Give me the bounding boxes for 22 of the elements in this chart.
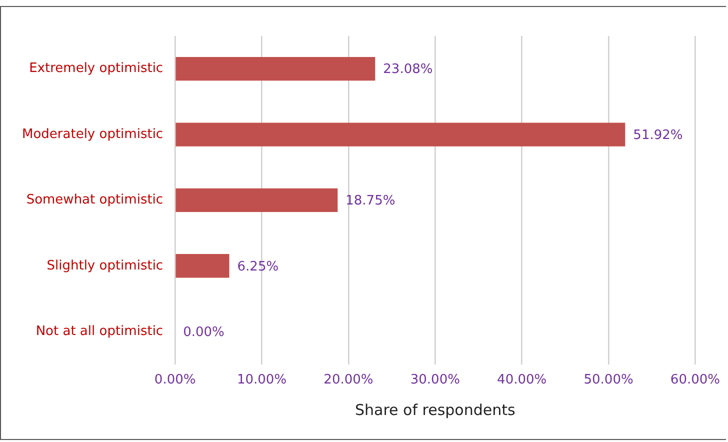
- y-tick-label: Extremely optimistic: [29, 61, 164, 76]
- y-tick-label: Not at all optimistic: [36, 324, 164, 339]
- x-tick-label: 40.00%: [497, 372, 547, 388]
- bar: [176, 122, 626, 146]
- bar: [176, 57, 376, 81]
- data-label: 18.75%: [346, 194, 396, 209]
- x-axis-title: Share of respondents: [354, 400, 516, 419]
- data-label: 0.00%: [183, 324, 224, 340]
- x-tick-label: 30.00%: [410, 372, 460, 388]
- x-tick-label: 60.00%: [670, 372, 720, 388]
- x-tick-label: 20.00%: [324, 372, 374, 388]
- data-label: 6.25%: [237, 259, 279, 274]
- data-label: 23.08%: [383, 62, 433, 78]
- x-tick-label: 10.00%: [236, 372, 287, 388]
- y-tick-label: Moderately optimistic: [22, 126, 164, 142]
- data-label: 51.92%: [633, 128, 683, 143]
- y-tick-label: Somewhat optimistic: [26, 192, 164, 208]
- bar: [176, 188, 338, 212]
- y-tick-label: Slightly optimistic: [46, 258, 164, 274]
- x-tick-label: 50.00%: [584, 372, 634, 388]
- x-tick-label: 0.00%: [154, 372, 196, 388]
- bar: [176, 254, 230, 278]
